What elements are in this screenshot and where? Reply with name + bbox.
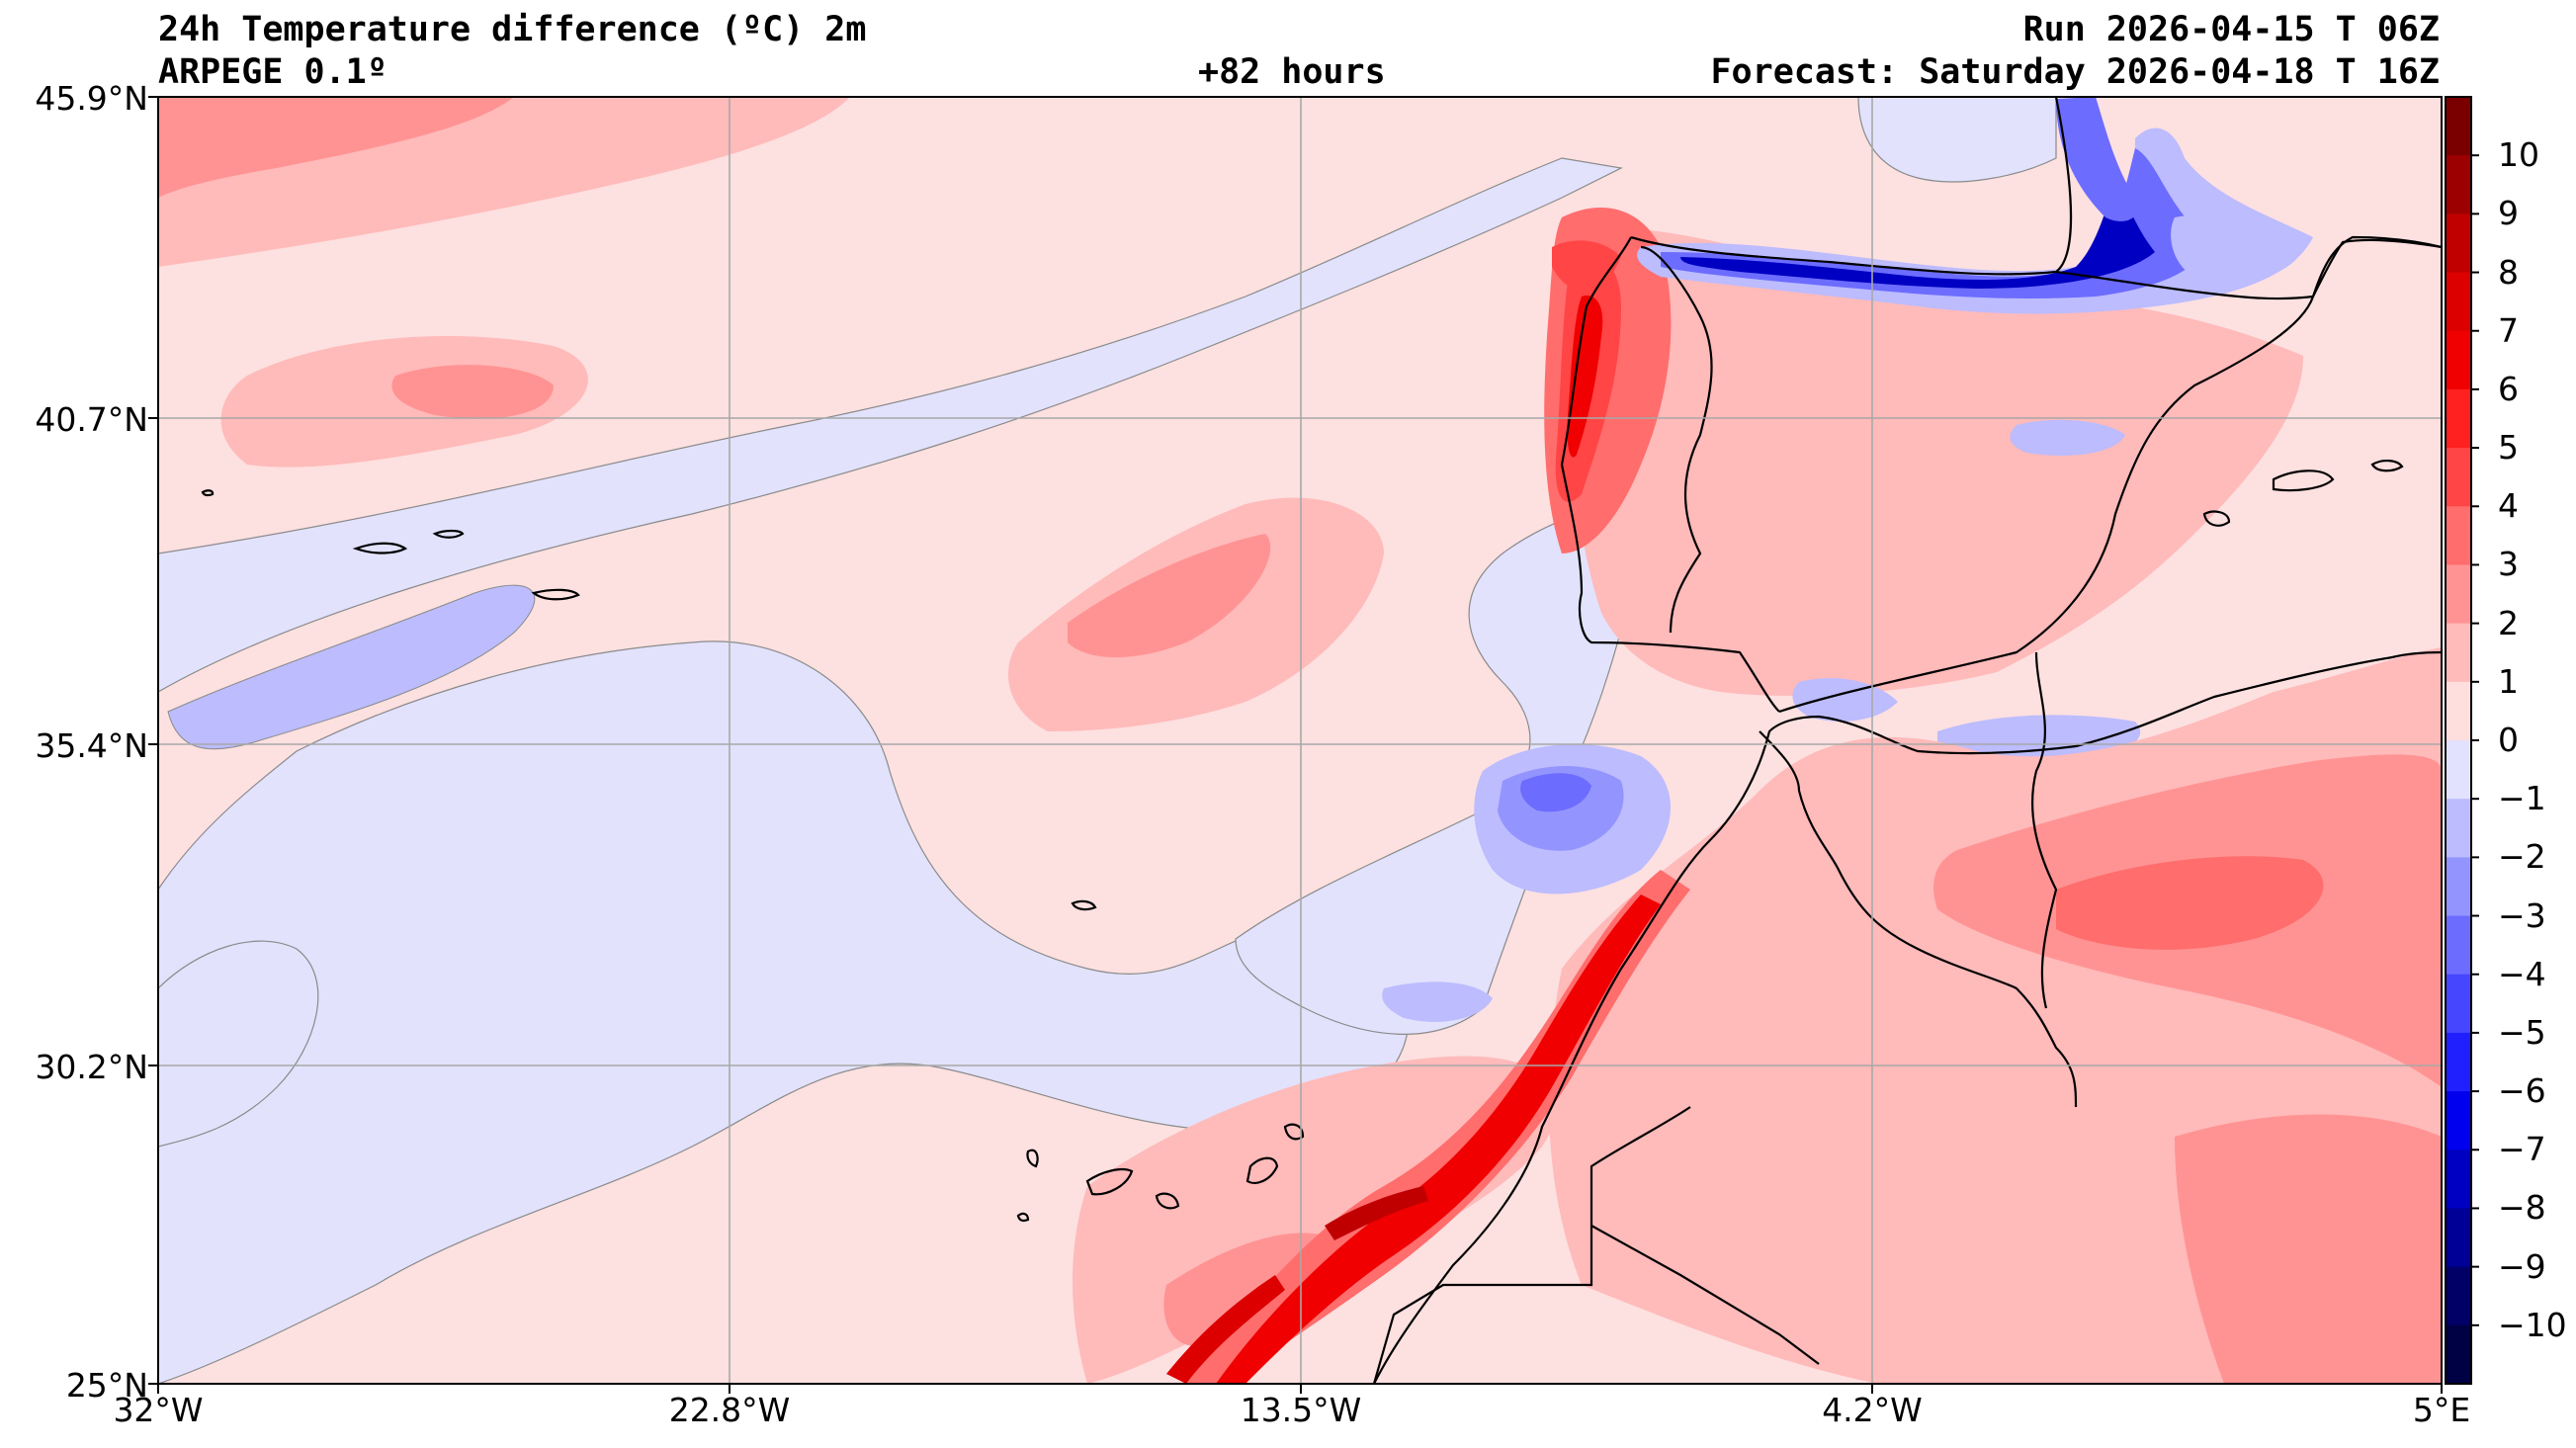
colorbar-swatch [2446,388,2471,449]
colorbar-label: 0 [2498,721,2519,759]
colorbar-swatch [2446,1032,2471,1092]
colorbar-label: −8 [2498,1188,2546,1228]
model-label: ARPEGE 0.1º [158,52,387,92]
france-coastline [2312,238,2442,298]
field-shading [158,97,2442,1384]
colorbar-label: −1 [2498,779,2546,818]
colorbar-label: −6 [2498,1071,2546,1111]
neg-central-spain [2010,419,2125,456]
colorbar-swatch [2446,272,2471,332]
algeria-border-east [2030,651,2058,1009]
colorbar-swatch [2446,623,2471,683]
pos-morocco-coast-3 [1325,1186,1428,1240]
neg-band-mid-atlantic [158,157,1623,693]
portugal-spain-border [1640,245,1713,634]
colorbar-label: 7 [2498,310,2519,350]
lat-label-40_7: 40.7°N [35,400,148,439]
colorbar-label: −4 [2498,954,2546,993]
map-title: 24h Temperature difference (ºC) 2m [158,10,867,49]
pos-band-canaries-core [1163,1233,1325,1346]
colorbar-swatch [2446,974,2471,1034]
colorbar-label: 8 [2498,252,2519,292]
colorbar-label: 4 [2498,486,2519,526]
pos-band-mid-north-core [391,365,554,419]
balearics [2202,460,2404,527]
colorbar-label: 6 [2498,369,2519,408]
colorbar-swatch [2446,1208,2471,1268]
colorbar-label: −2 [2498,837,2546,877]
pos-portugal-coast-3 [1567,296,1603,458]
neg-gulf-lion [2171,213,2303,281]
neg-pyrenees-north [2056,97,2138,221]
pos-sahara-south [2175,1114,2442,1384]
neg-cantabrian-2 [1661,148,2203,299]
lon-label-22_8w: 22.8°W [668,1391,791,1429]
colorbar-swatch [2446,448,2471,507]
lead-time-label: +82 hours [1198,52,1386,92]
morocco-algeria-border [1759,730,2078,1108]
pos-morocco-coast-2 [1216,894,1661,1384]
lon-label-32w: 32°W [113,1391,204,1429]
run-label: Run 2026-04-15 T 06Z [2022,10,2440,49]
mauritania-border [1590,1225,1820,1365]
lon-label-5e: 5°E [2412,1391,2471,1429]
pos-africa-core-2 [2056,856,2324,950]
colorbar-swatch [2446,1150,2471,1209]
colorbar-label: −9 [2498,1246,2546,1286]
pos-canaries-strip [1166,1275,1285,1384]
neg-offshore-southwest [1382,981,1493,1022]
canary-islands [1016,1123,1305,1223]
lat-label-25: 25°N [65,1366,148,1405]
pos-iberia [1559,228,2303,696]
colorbar-swatch [2446,1266,2471,1326]
colorbar-label: −10 [2498,1305,2567,1344]
neg-band-azores [167,584,536,750]
colorbar-label: 5 [2498,428,2519,468]
colorbar-label: 1 [2498,661,2519,701]
colorbar-swatch [2446,915,2471,976]
lon-label-13_5w: 13.5°W [1240,1391,1362,1429]
colorbar-swatch [2446,799,2471,858]
madeira [1071,899,1097,911]
gridlines [158,97,2442,1384]
pos-band-north-atlantic-2 [158,97,514,198]
colorbar-label: −7 [2498,1130,2546,1169]
neg-band-west-shelf [158,940,319,1148]
neg-offshore-morocco-3 [1520,773,1591,812]
colorbar-swatch [2446,213,2471,274]
pos-band-central-core [1068,534,1271,657]
colorbar-swatch [2446,1324,2471,1385]
forecast-label: Forecast: Saturday 2026-04-18 T 16Z [1710,52,2440,92]
colorbar-swatch [2446,155,2471,214]
neg-band-bay-biscay [1857,97,2057,183]
tick-marks [148,96,2443,1394]
colorbar-label: −5 [2498,1012,2546,1052]
pos-galicia [1552,240,1621,297]
lon-label-4_2w: 4.2°W [1822,1391,1923,1429]
colorbar-label: 3 [2498,545,2519,584]
colorbar-swatch [2446,330,2471,390]
azores [201,489,580,601]
colorbar [2445,96,2479,1385]
colorbar-swatch [2446,1091,2471,1150]
lat-label-30_2: 30.2°N [35,1048,148,1086]
north-africa-coastline [1373,650,2442,1384]
colorbar-swatch [2446,506,2471,565]
western-sahara-border [1372,1106,1691,1384]
lat-label-45_9: 45.9°N [35,79,148,118]
colorbar-label: 10 [2498,135,2539,175]
colorbar-label: −3 [2498,895,2546,935]
pos-morocco-coast-1 [1186,870,1690,1384]
coastlines [201,97,2442,1384]
colorbar-label: 9 [2498,194,2519,233]
colorbar-swatch [2446,564,2471,625]
colorbar-swatch [2446,97,2471,156]
colorbar-swatch [2446,857,2471,917]
colorbar-swatch [2446,681,2471,741]
lat-label-35_4: 35.4°N [35,726,148,765]
colorbar-label: 2 [2498,603,2519,642]
colorbar-swatch [2446,740,2471,800]
france-spain-border [2055,270,2314,300]
